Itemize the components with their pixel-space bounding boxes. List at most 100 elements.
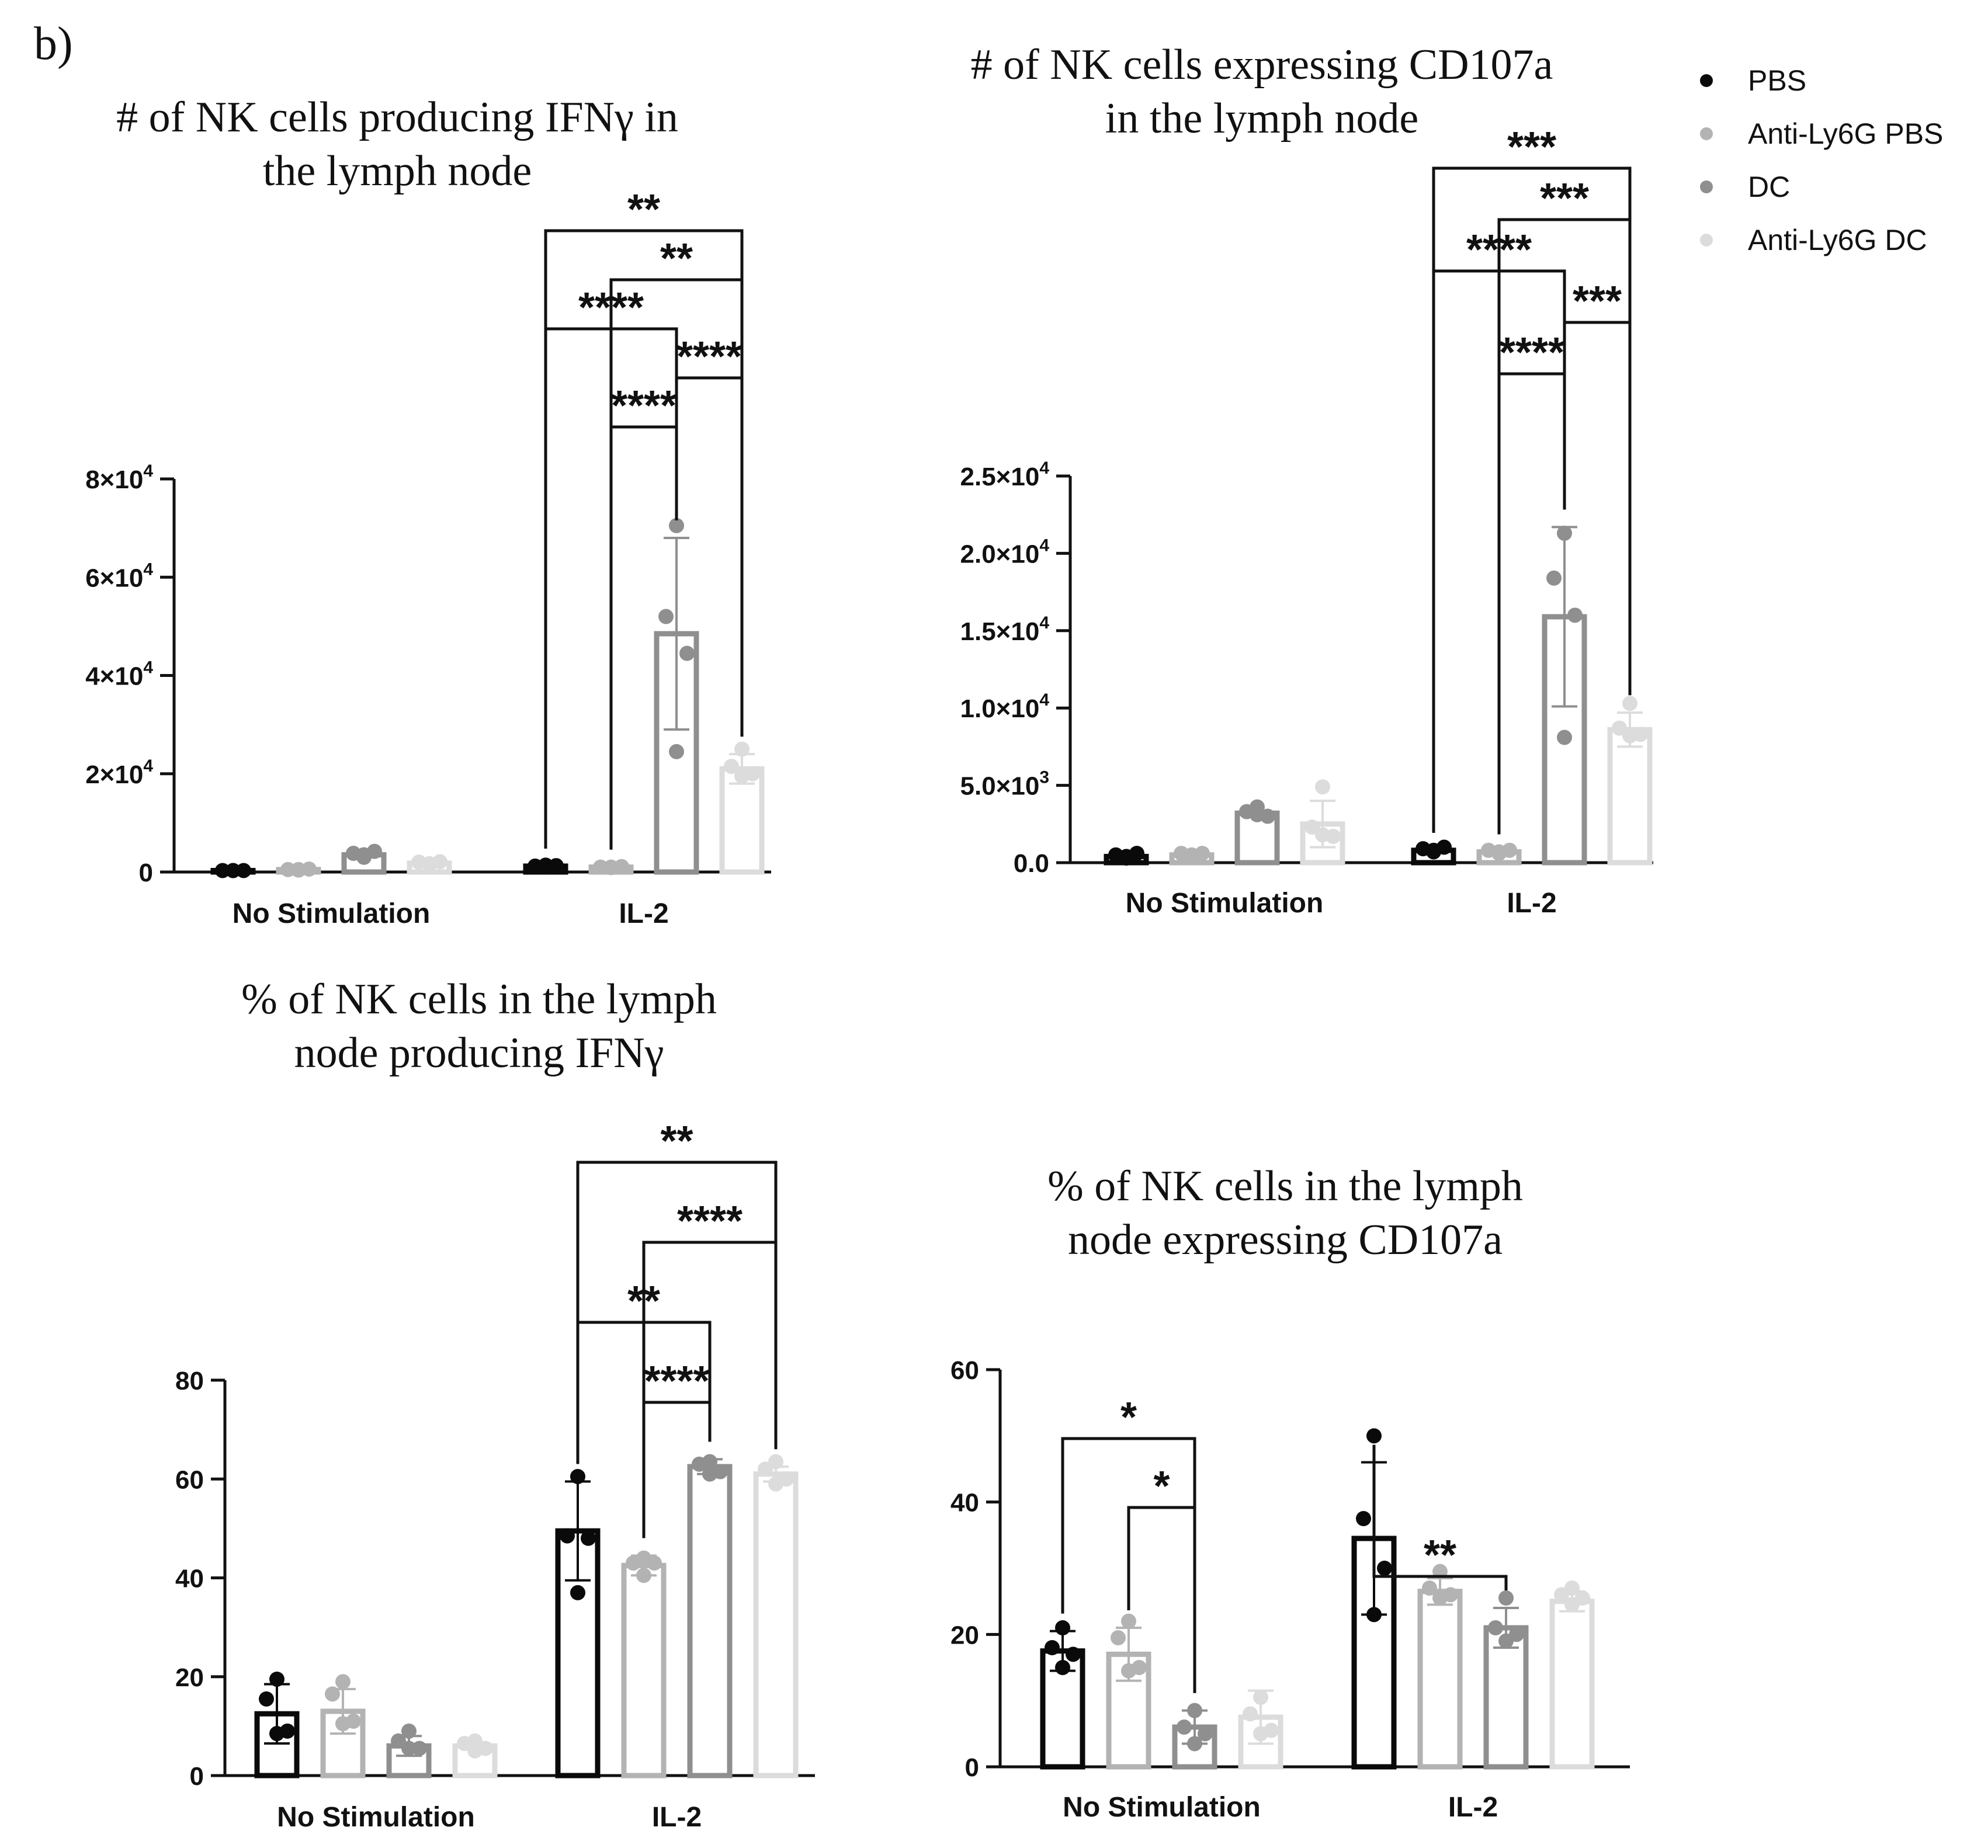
data-point	[1055, 1620, 1070, 1635]
y-tick-label: 0	[139, 859, 153, 887]
y-tick-label: 80	[175, 1367, 204, 1395]
y-tick-label: 1.5×104	[960, 613, 1050, 646]
data-point	[1557, 525, 1572, 541]
legend-dot	[1700, 180, 1713, 193]
data-point	[768, 1476, 783, 1492]
data-point	[603, 859, 619, 875]
data-point	[1498, 1590, 1514, 1606]
data-point	[1304, 819, 1320, 835]
legend-label: PBS	[1748, 64, 1807, 97]
data-point	[1045, 1640, 1060, 1655]
legend-dot	[1700, 74, 1713, 87]
data-point	[1121, 1613, 1136, 1629]
significance-bracket	[642, 1401, 712, 1538]
significance-label: ****	[611, 383, 676, 429]
x-tick-label: IL-2	[652, 1802, 702, 1833]
data-point	[1119, 849, 1134, 864]
legend: PBS Anti-Ly6G PBS DC Anti-Ly6G DC	[1694, 54, 1943, 266]
x-tick-label: No Stimulation	[1126, 888, 1324, 919]
chart-title-line: % of NK cells in the lymph	[241, 975, 717, 1023]
chart-title-line: # of NK cells producing IFNγ in	[116, 93, 678, 141]
data-point	[1121, 1663, 1136, 1679]
data-point	[1243, 1706, 1258, 1722]
data-point	[215, 863, 230, 878]
data-point	[570, 1585, 585, 1600]
chart-title-line: in the lymph node	[1105, 95, 1419, 143]
data-point	[391, 1733, 406, 1749]
significance-bracket	[609, 425, 678, 850]
data-point	[1622, 728, 1637, 744]
data-point	[647, 1555, 662, 1571]
significance-label: ****	[1499, 329, 1564, 376]
data-point	[1253, 1690, 1268, 1705]
data-point	[1177, 1720, 1192, 1735]
significance-label: ***	[1507, 124, 1556, 171]
bar	[687, 1464, 733, 1778]
data-point	[269, 1671, 285, 1687]
y-tick-label: 0.0	[1014, 849, 1049, 878]
chart-title-line: node producing IFNγ	[294, 1029, 664, 1077]
data-point	[467, 1743, 483, 1759]
y-tick-label: 20	[175, 1663, 204, 1692]
y-tick-label: 2.0×104	[960, 536, 1050, 568]
significance-label: ****	[676, 334, 742, 380]
legend-label: DC	[1748, 170, 1791, 203]
chart-title-line: # of NK cells expressing CD107a	[970, 41, 1553, 89]
data-point	[626, 1555, 641, 1571]
y-tick-label: 1.0×104	[960, 690, 1050, 723]
y-tick-label: 8×104	[85, 461, 153, 494]
x-tick-label: No Stimulation	[1063, 1792, 1261, 1823]
chart-title-ifng-percent: % of NK cells in the lymph node producin…	[129, 972, 830, 1080]
significance-label: ****	[1466, 227, 1532, 273]
data-point	[692, 1456, 707, 1472]
significance-bracket	[642, 1241, 778, 1538]
data-point	[269, 1726, 285, 1742]
data-point	[679, 645, 695, 661]
data-point	[1198, 1726, 1213, 1742]
significance-label: *	[1120, 1394, 1137, 1441]
significance-label: ****	[644, 1358, 709, 1405]
chart-title-cd107a-count: # of NK cells expressing CD107a in the l…	[911, 38, 1612, 145]
data-point	[734, 741, 750, 757]
bar	[719, 766, 765, 875]
y-tick-label: 0	[190, 1762, 204, 1791]
data-point	[1055, 1660, 1070, 1675]
bar	[1417, 1589, 1463, 1770]
data-point	[1253, 1726, 1268, 1742]
y-tick-label: 20	[950, 1621, 979, 1649]
data-point	[401, 1723, 417, 1739]
legend-item-anti-ly6g-dc: Anti-Ly6G DC	[1694, 213, 1943, 266]
y-tick-label: 0	[965, 1753, 979, 1782]
data-point	[236, 863, 251, 878]
significance-label: **	[627, 186, 660, 233]
significance-label: ****	[578, 284, 644, 331]
chart-title-line: % of NK cells in the lymph	[1047, 1162, 1523, 1210]
bar	[1549, 1599, 1595, 1770]
data-point	[768, 1454, 783, 1470]
data-point	[1366, 1607, 1382, 1623]
data-point	[581, 1530, 596, 1546]
legend-dot	[1700, 233, 1713, 246]
data-point	[422, 856, 437, 871]
data-point	[1356, 1511, 1371, 1526]
bar	[1607, 727, 1653, 866]
chart-title-line: the lymph node	[262, 147, 532, 195]
data-point	[1491, 844, 1507, 860]
y-tick-label: 5.0×103	[960, 768, 1050, 801]
significance-bracket	[1497, 372, 1566, 835]
y-tick-label: 6×104	[85, 560, 153, 592]
data-point	[1315, 827, 1330, 843]
y-tick-label: 40	[950, 1489, 979, 1517]
significance-label: ***	[1540, 175, 1589, 222]
x-tick-label: IL-2	[619, 898, 668, 929]
data-point	[1612, 720, 1627, 736]
significance-bracket	[1372, 1444, 1508, 1590]
chart-title-cd107a-percent: % of NK cells in the lymph node expressi…	[935, 1159, 1636, 1267]
data-point	[658, 609, 674, 624]
data-point	[280, 862, 296, 877]
data-point	[1557, 730, 1572, 745]
